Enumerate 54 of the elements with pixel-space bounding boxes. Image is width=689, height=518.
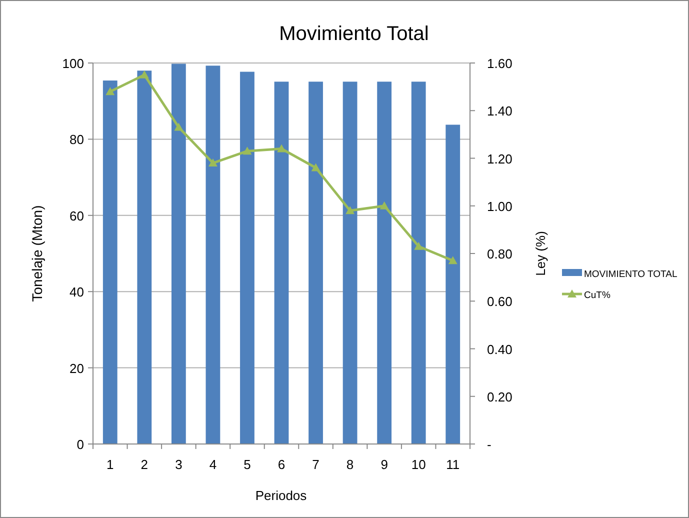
point — [311, 163, 320, 172]
bar — [377, 82, 392, 444]
x-tick-label: 5 — [244, 457, 251, 472]
x-tick-label: 9 — [380, 457, 388, 472]
point — [242, 146, 252, 155]
point — [106, 87, 115, 96]
y2-tick-label: 0.60 — [487, 294, 512, 310]
x-tick-label: 1 — [106, 457, 114, 472]
point — [140, 70, 149, 78]
y2-axis-title: Ley (%) — [533, 231, 548, 276]
x-tick-label: 4 — [209, 457, 217, 472]
point — [414, 242, 424, 250]
x-tick-label: 7 — [312, 457, 320, 472]
point — [174, 122, 184, 131]
y2-tick-label: 0.80 — [487, 246, 512, 262]
bar — [308, 82, 323, 444]
y2-tick-label: - — [487, 437, 492, 452]
y2-tick-label: 0.40 — [487, 342, 512, 357]
y2-tick-label: 1.00 — [487, 198, 512, 214]
point — [346, 206, 355, 214]
x-tick-label: 8 — [346, 457, 354, 472]
bar — [137, 70, 152, 444]
bar — [342, 82, 358, 444]
bar — [102, 80, 118, 444]
bar — [411, 82, 426, 444]
y2-tick-label: 1.40 — [487, 104, 512, 119]
x-tick-label: 6 — [278, 457, 286, 472]
bar — [171, 64, 186, 444]
bar — [240, 72, 254, 444]
y-tick-label: 0 — [76, 437, 84, 452]
bar — [446, 124, 460, 444]
bar — [206, 66, 220, 444]
point — [208, 158, 218, 167]
point — [448, 256, 458, 264]
y-axis-title: Tonelaje (Mton) — [29, 205, 45, 302]
point — [380, 201, 389, 210]
x-tick-label: 11 — [446, 457, 460, 472]
point — [277, 144, 286, 152]
y-tick-label: 20 — [70, 360, 84, 376]
x-tick-label: 3 — [175, 457, 182, 472]
y2-tick-label: 0.20 — [487, 389, 512, 404]
y2-tick-label: 1.20 — [487, 151, 512, 166]
y-tick-label: 100 — [62, 56, 84, 71]
x-tick-label: 10 — [411, 457, 426, 472]
chart-title: Movimiento Total — [279, 23, 429, 45]
y2-tick-label: 1.60 — [487, 56, 512, 71]
legend-label: MOVIMIENTO TOTAL — [584, 269, 678, 280]
y-tick-label: 40 — [70, 284, 84, 300]
legend-label: CuT% — [584, 290, 611, 301]
bar — [274, 82, 289, 444]
y-tick-label: 80 — [70, 132, 84, 148]
x-tick-label: 2 — [140, 457, 148, 472]
x-axis-title: Periodos — [255, 488, 308, 503]
y-tick-label: 60 — [70, 208, 84, 224]
